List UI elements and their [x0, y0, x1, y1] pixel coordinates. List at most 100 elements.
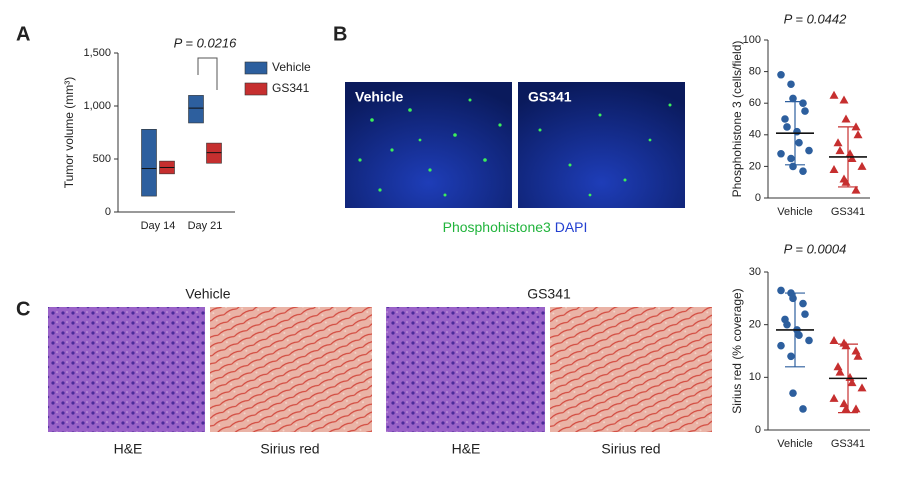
stain-label: Sirius red	[260, 441, 319, 457]
micrograph	[518, 82, 685, 208]
data-point	[801, 107, 809, 115]
group-label: GS341	[527, 286, 571, 302]
legend-label: Vehicle	[272, 60, 311, 74]
data-point	[805, 336, 813, 345]
data-point	[833, 362, 843, 371]
y-tick-label: 1,500	[83, 47, 111, 59]
y-tick-label: 500	[93, 153, 111, 165]
data-point	[851, 346, 861, 355]
data-point	[783, 320, 791, 329]
data-point	[847, 154, 857, 162]
data-point	[847, 378, 857, 387]
caption-stain: Phosphohistone3	[443, 219, 551, 235]
data-point	[789, 389, 797, 397]
data-point	[829, 335, 839, 344]
data-point	[795, 138, 803, 147]
y-tick-label: 100	[743, 34, 761, 46]
y-tick-label: 60	[749, 97, 761, 109]
data-point	[829, 165, 839, 174]
range-box	[188, 95, 204, 124]
data-point	[805, 146, 813, 155]
data-point	[839, 95, 849, 104]
range-box	[206, 142, 222, 164]
micrograph	[386, 307, 545, 432]
p-value: P = 0.0216	[174, 35, 238, 50]
data-point	[793, 127, 801, 136]
data-point	[777, 70, 785, 79]
y-tick-label: 10	[749, 371, 761, 383]
data-point	[799, 299, 807, 308]
x-tick-label: GS341	[831, 438, 865, 450]
data-point	[781, 115, 789, 123]
caption: Phosphohistone3 DAPI	[443, 219, 588, 235]
micrograph	[550, 307, 712, 432]
data-point	[787, 154, 795, 163]
legend-label: GS341	[272, 81, 310, 95]
y-tick-label: 0	[755, 192, 761, 204]
data-point	[853, 130, 863, 139]
panel-label: B	[333, 23, 347, 45]
data-point	[853, 351, 863, 360]
micrograph	[345, 82, 512, 208]
panel-label: C	[16, 298, 30, 320]
y-tick-label: 20	[749, 319, 761, 331]
image-label: Vehicle	[355, 89, 403, 105]
data-point	[841, 114, 851, 123]
range-box	[141, 129, 157, 197]
y-tick-label: 80	[749, 66, 761, 78]
y-tick-label: 40	[749, 129, 761, 141]
data-point	[845, 372, 855, 381]
y-axis-label: Phosphohistone 3 (cells/field)	[730, 41, 744, 198]
data-point	[787, 80, 795, 89]
y-tick-label: 30	[749, 266, 761, 278]
data-point	[787, 352, 795, 361]
data-point	[799, 167, 807, 175]
data-point	[789, 162, 797, 171]
legend-swatch	[244, 82, 268, 96]
data-point	[835, 146, 845, 155]
data-point	[777, 149, 785, 158]
data-point	[801, 310, 809, 318]
data-point	[777, 286, 785, 295]
x-tick-label: Day 14	[141, 220, 176, 232]
y-tick-label: 0	[755, 424, 761, 436]
data-point	[799, 405, 807, 413]
data-point	[839, 399, 849, 408]
data-point	[829, 90, 839, 99]
significance-bracket	[197, 57, 218, 90]
micrograph	[48, 307, 205, 432]
p-value: P = 0.0442	[784, 11, 848, 26]
y-tick-label: 1,000	[83, 100, 111, 112]
data-point	[829, 393, 839, 402]
stain-label: H&E	[114, 441, 143, 457]
y-tick-label: 20	[749, 160, 761, 172]
group-label: Vehicle	[185, 286, 230, 302]
y-tick-label: 0	[105, 206, 111, 218]
data-point	[789, 294, 797, 303]
panel-label: A	[16, 23, 30, 45]
p-value: P = 0.0004	[784, 241, 847, 256]
data-point	[795, 331, 803, 340]
x-tick-label: Vehicle	[777, 206, 812, 218]
x-tick-label: Vehicle	[777, 438, 812, 450]
data-point	[851, 185, 861, 194]
data-point	[851, 404, 861, 413]
stain-label: H&E	[452, 441, 481, 457]
data-point	[833, 138, 843, 147]
micrograph	[210, 307, 372, 432]
data-point	[857, 161, 867, 170]
data-point	[799, 99, 807, 107]
y-axis-label: Tumor volume (mm³)	[62, 77, 76, 189]
caption-stain: DAPI	[555, 219, 588, 235]
legend-swatch	[244, 61, 268, 75]
image-label: GS341	[528, 89, 572, 105]
data-point	[835, 367, 845, 376]
data-point	[777, 341, 785, 350]
x-tick-label: GS341	[831, 206, 865, 218]
x-tick-label: Day 21	[188, 220, 223, 232]
data-point	[789, 94, 797, 103]
nuclei	[358, 98, 672, 197]
data-point	[857, 383, 867, 392]
data-point	[783, 123, 791, 131]
